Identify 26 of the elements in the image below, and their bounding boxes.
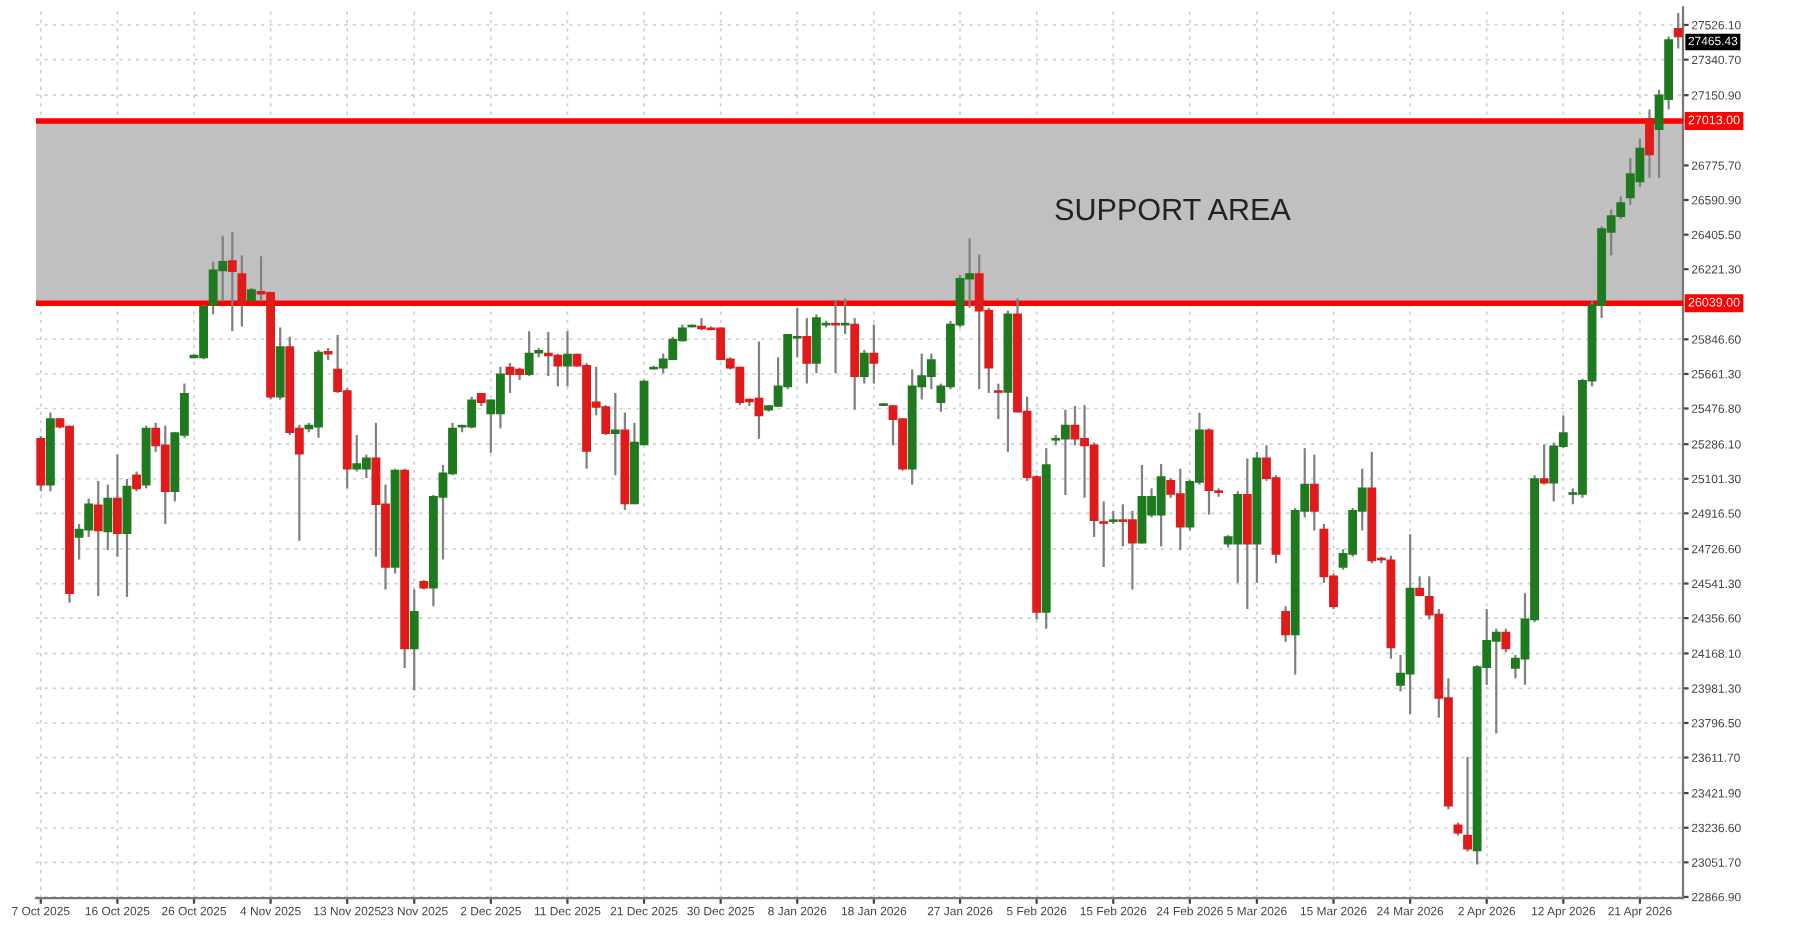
band-label: SUPPORT AREA [1055, 198, 1291, 221]
candlestick [869, 323, 879, 385]
candlestick [112, 453, 122, 558]
candlestick [802, 316, 812, 385]
candlestick [1415, 575, 1425, 598]
candlestick [132, 470, 141, 493]
candlestick [840, 297, 850, 336]
candlestick [1501, 627, 1511, 654]
candlestick [237, 254, 247, 328]
candlestick [1645, 108, 1654, 179]
candlestick [859, 348, 869, 385]
candlestick [993, 382, 1003, 421]
candlestick [1099, 500, 1109, 569]
candlestick [103, 483, 113, 552]
candlestick [227, 230, 237, 333]
candlestick [1463, 755, 1472, 853]
candlestick [409, 588, 419, 692]
candlestick [563, 330, 572, 388]
candlestick [93, 479, 103, 598]
candlestick [36, 434, 46, 493]
candlestick [831, 299, 840, 375]
candlestick [610, 391, 620, 477]
candlestick [1281, 605, 1291, 643]
candlestick [1539, 443, 1549, 486]
candlestick [122, 477, 132, 599]
candlestick [1309, 453, 1319, 532]
